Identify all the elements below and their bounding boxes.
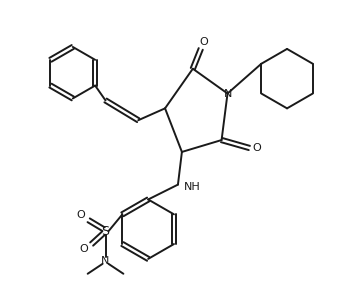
Text: NH: NH [184,182,201,192]
Text: O: O [76,210,85,220]
Text: O: O [199,37,208,47]
Text: O: O [79,244,88,254]
Text: N: N [101,256,110,266]
Text: N: N [224,90,233,99]
Text: O: O [252,143,261,153]
Text: S: S [102,225,109,238]
